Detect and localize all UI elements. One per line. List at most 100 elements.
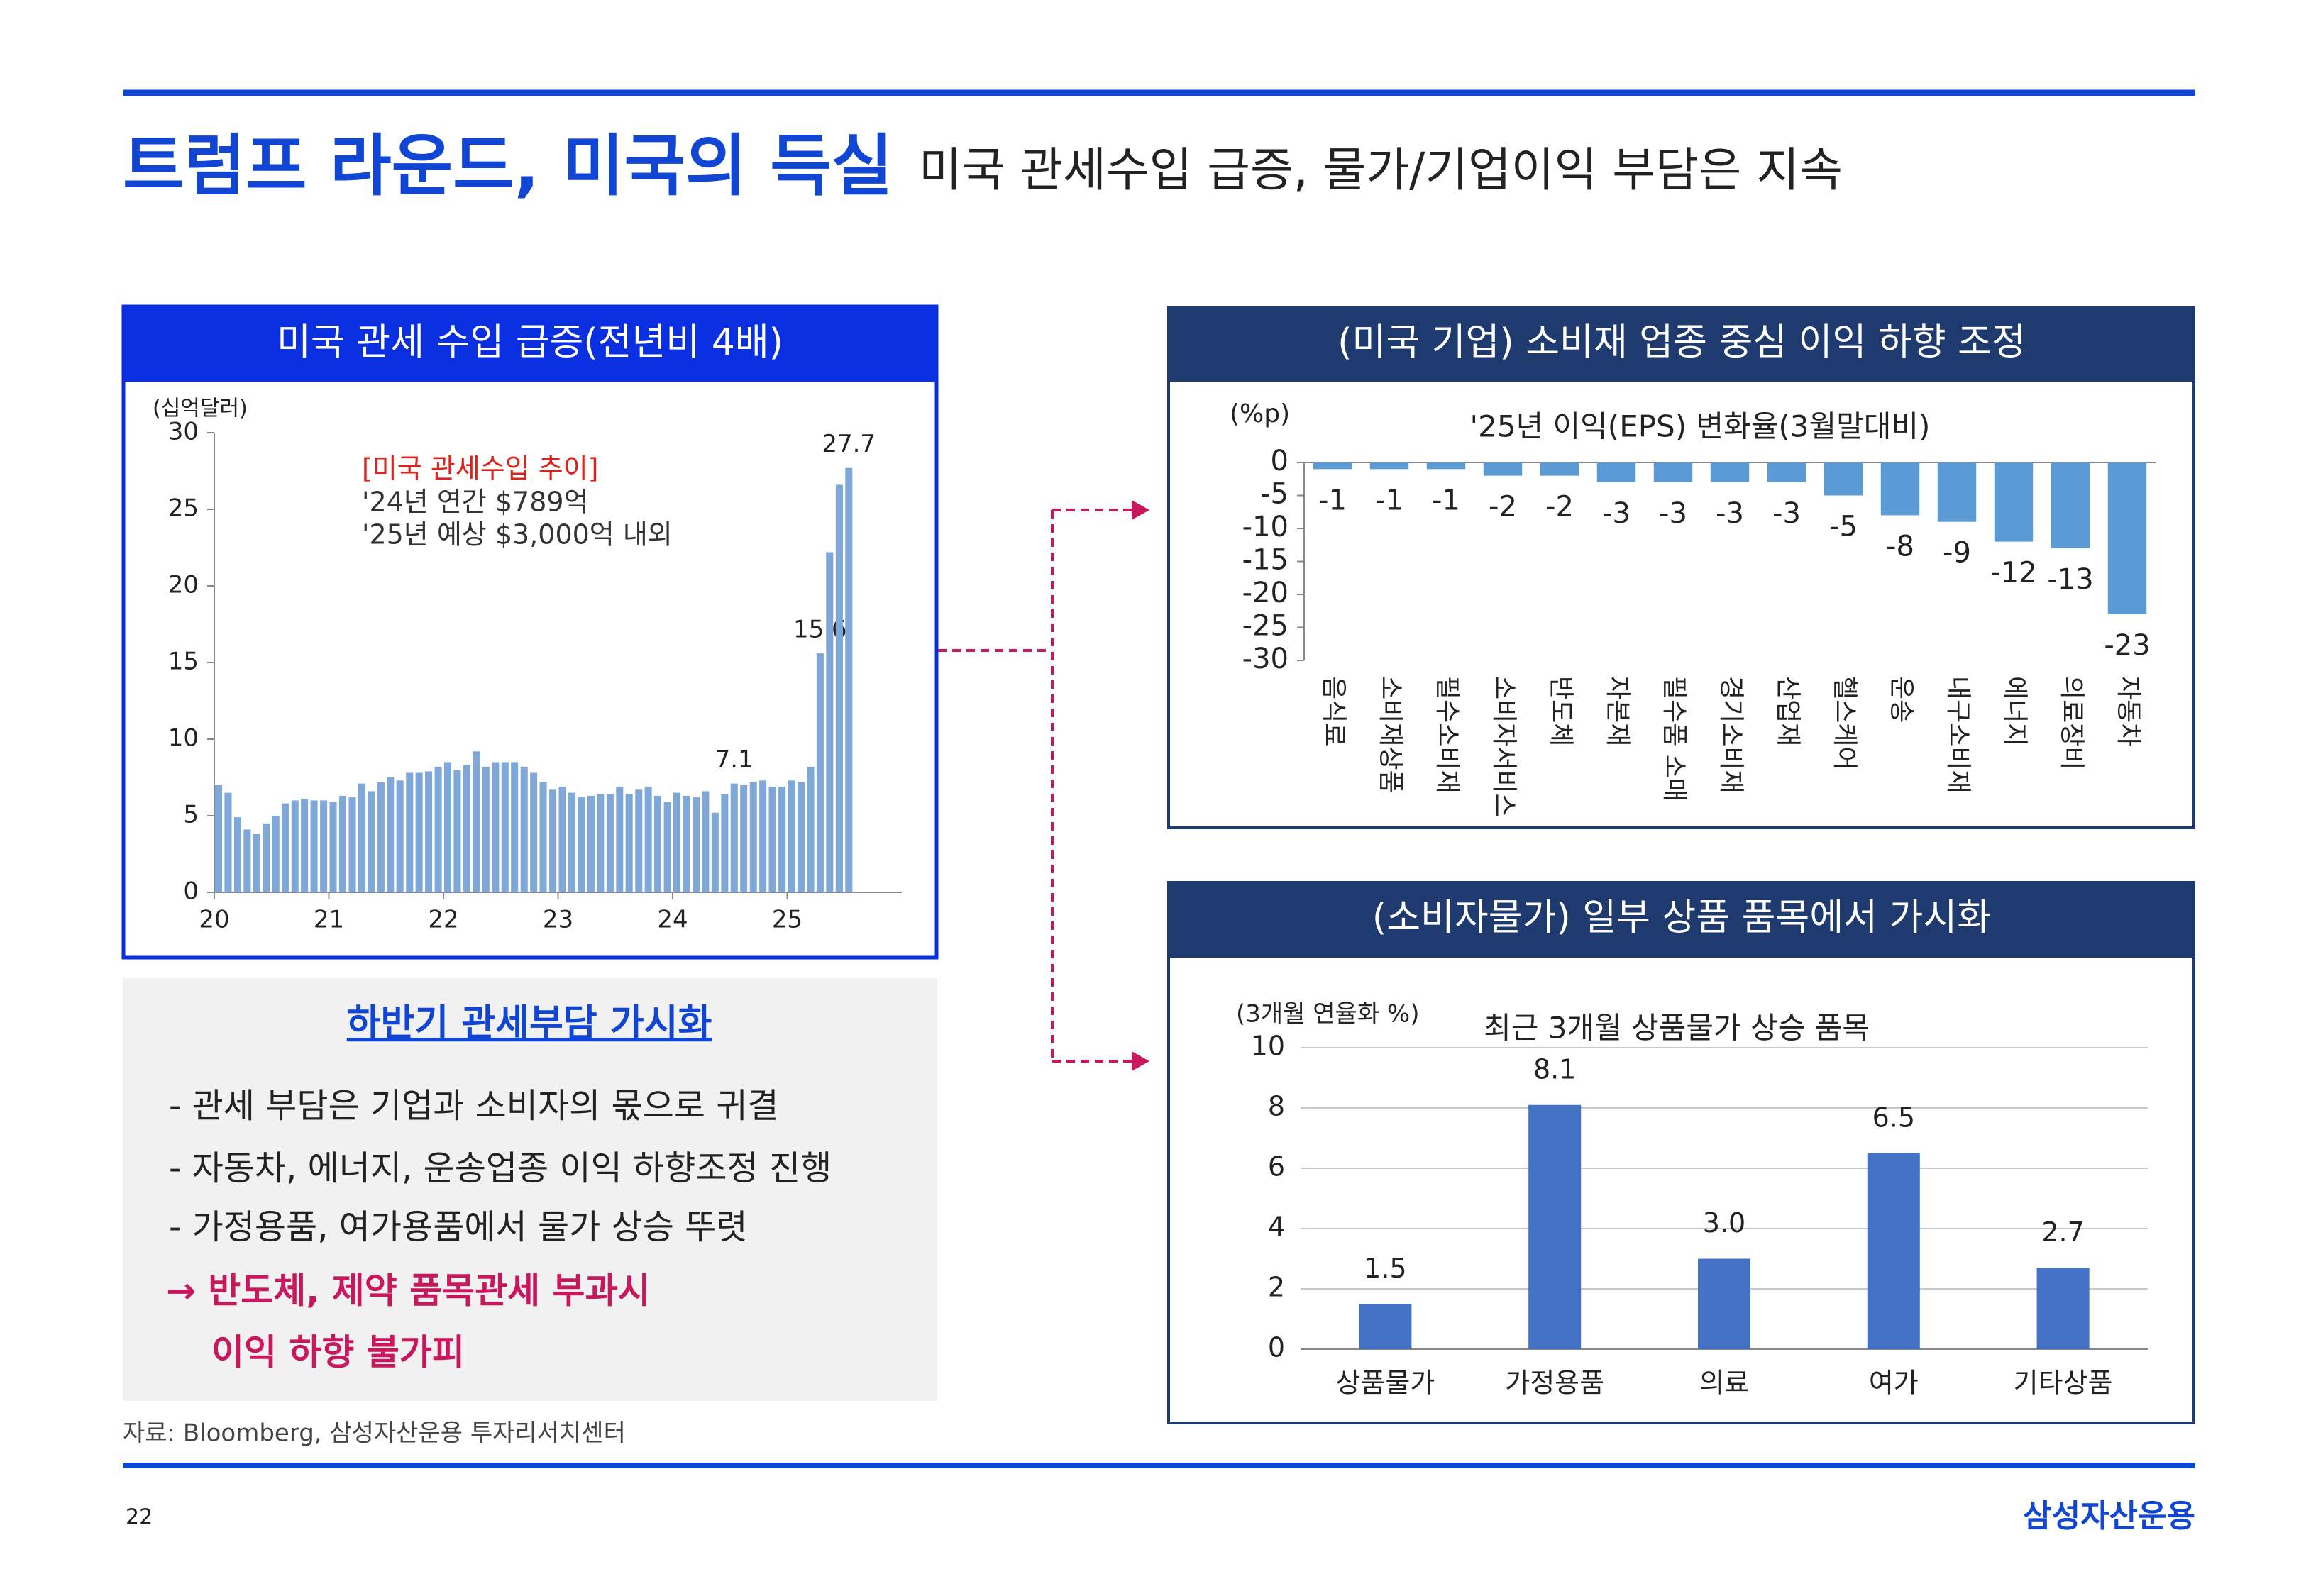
bar — [1369, 462, 1409, 470]
y-axis-label: (3개월 연율화 %) — [1236, 1000, 1419, 1029]
y-tick-label: -30 — [1242, 643, 1289, 675]
bar — [778, 786, 786, 892]
summary-heading: 하반기 관세부담 가시화 — [347, 1002, 712, 1045]
x-tick-label: 의료장비 — [2057, 676, 2086, 770]
data-label: -2 — [1489, 491, 1517, 523]
chart-title: '25년 이익(EPS) 변화율(3월말대비) — [1470, 409, 1931, 444]
bar — [597, 794, 605, 892]
bar — [530, 772, 538, 892]
bar — [740, 785, 748, 892]
x-tick-label: 20 — [199, 906, 229, 934]
bar — [1483, 462, 1523, 476]
bar — [368, 791, 375, 892]
panel-title: (소비자물가) 일부 상품 품목에서 가시화 — [1372, 897, 1991, 939]
y-tick-label: 30 — [168, 418, 199, 446]
y-tick-label: 8 — [1268, 1091, 1285, 1122]
slide-title: 트럼프 라운드, 미국의 득실 — [123, 128, 893, 205]
bar — [415, 772, 423, 892]
data-label: 3.0 — [1703, 1207, 1745, 1238]
bar — [310, 800, 318, 892]
bar — [749, 782, 757, 892]
bar — [224, 792, 232, 892]
summary-bullet: - 관세 부담은 기업과 소비자의 몫으로 귀결 — [169, 1086, 779, 1126]
y-axis-label: (십억달러) — [153, 397, 248, 421]
bar — [1697, 1258, 1751, 1349]
data-label: 1.5 — [1364, 1253, 1406, 1284]
x-tick-label: 25 — [772, 906, 802, 934]
data-label: -1 — [1375, 484, 1403, 516]
x-tick-label: 내구소비재 — [1943, 676, 1973, 794]
bar — [1867, 1153, 1920, 1349]
bar — [338, 795, 346, 892]
bar — [444, 762, 452, 892]
data-label: -1 — [1432, 484, 1460, 516]
bar — [329, 802, 337, 892]
bar — [558, 786, 566, 892]
data-label: -1 — [1318, 484, 1347, 516]
panel-title: (미국 기업) 소비재 업종 중심 이익 하향 조정 — [1337, 321, 2026, 364]
y-tick-label: -15 — [1242, 544, 1289, 577]
data-label: -2 — [1545, 491, 1574, 523]
bar — [2036, 1268, 2090, 1349]
annotation: '24년 연간 $789억 — [362, 487, 589, 518]
bar — [1824, 462, 1863, 496]
x-tick-label: 의료 — [1699, 1368, 1749, 1399]
bar — [243, 829, 251, 892]
data-label: -3 — [1716, 497, 1744, 530]
logo: 삼성자산운용 — [2023, 1498, 2195, 1534]
panel-header — [123, 306, 937, 382]
bar — [549, 789, 557, 892]
bar — [501, 762, 509, 892]
x-tick-label: 여가 — [1869, 1368, 1919, 1399]
data-label: -3 — [1659, 497, 1687, 530]
summary-bullet: - 자동차, 에너지, 운송업종 이익 하향조정 진행 — [169, 1148, 832, 1188]
x-tick-label: 자본재 — [1603, 676, 1632, 746]
bar — [1426, 462, 1466, 470]
bar — [320, 800, 328, 892]
y-tick-label: -5 — [1260, 478, 1289, 511]
bar — [711, 812, 719, 892]
x-tick-label: 소비자서비스 — [1489, 676, 1518, 817]
bar — [625, 794, 633, 892]
bar — [453, 770, 461, 892]
x-tick-label: 에너지 — [2000, 676, 2029, 746]
bar — [616, 786, 624, 892]
x-tick-label: 필수품 소매 — [1660, 676, 1689, 802]
bar — [606, 794, 614, 892]
bar — [1994, 462, 2034, 542]
data-label: -8 — [1886, 530, 1914, 563]
panel-frame — [1167, 306, 2195, 829]
connector — [938, 509, 1135, 1063]
bar — [520, 766, 528, 892]
bar — [568, 792, 575, 892]
x-tick-label: 반도체 — [1546, 676, 1575, 746]
bar — [797, 782, 805, 892]
bar — [425, 771, 433, 892]
bar — [721, 794, 729, 892]
summary-conclusion: → 반도체, 제약 품목관세 부과시 — [166, 1270, 651, 1312]
x-tick-label: 필수소비재 — [1433, 676, 1462, 794]
bar — [1767, 462, 1806, 482]
bar — [1359, 1304, 1412, 1349]
y-tick-label: 4 — [1268, 1212, 1285, 1243]
bar — [272, 816, 280, 892]
x-tick-label: 경기소비재 — [1716, 676, 1745, 794]
bar — [768, 786, 776, 892]
bar — [473, 751, 480, 892]
data-label: -13 — [2047, 563, 2093, 596]
bar — [2107, 462, 2147, 614]
bar — [1313, 462, 1352, 470]
bar — [434, 766, 442, 892]
y-tick-label: 5 — [183, 801, 199, 829]
y-tick-label: 10 — [168, 724, 199, 753]
bar — [644, 786, 652, 892]
y-tick-label: 0 — [1268, 1332, 1285, 1363]
y-tick-label: 2 — [1268, 1272, 1285, 1303]
bar — [387, 777, 395, 892]
annotation: '25년 예상 $3,000억 내외 — [362, 519, 673, 550]
bar — [702, 791, 710, 892]
bar — [253, 833, 260, 892]
source-note: 자료: Bloomberg, 삼성자산운용 투자리서치센터 — [123, 1419, 626, 1448]
